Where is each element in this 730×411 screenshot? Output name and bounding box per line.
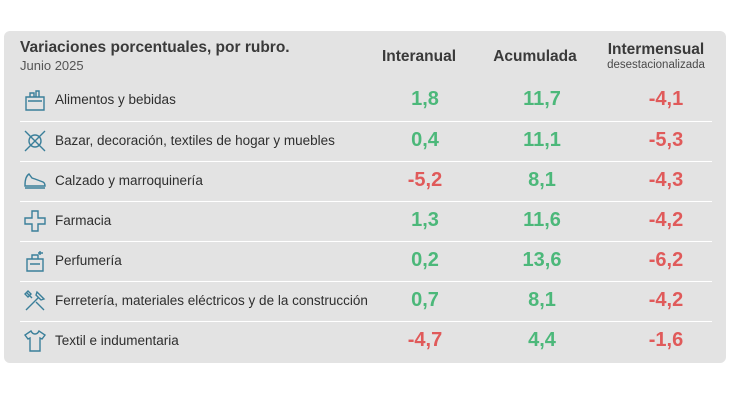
table-row: Bazar, decoración, textiles de hogar y m…: [20, 121, 712, 161]
value-intermensual: -5,3: [648, 129, 684, 151]
table-row: Alimentos y bebidas 1,8 11,7 -4,1: [20, 81, 712, 120]
tools-icon: [22, 288, 48, 314]
row-label: Calzado y marroquinería: [55, 173, 203, 188]
value-acumulada: 11,1: [523, 129, 561, 151]
value-interanual: 1,8: [411, 88, 439, 110]
value-acumulada: 4,4: [528, 329, 556, 351]
value-intermensual: -6,2: [648, 249, 684, 271]
value-interanual: -5,2: [407, 169, 443, 191]
col-header-interanual: Interanual: [381, 48, 457, 65]
value-intermensual: -4,1: [648, 88, 684, 110]
value-acumulada: 11,6: [523, 209, 561, 231]
value-acumulada: 13,6: [522, 249, 562, 271]
value-acumulada: 11,7: [523, 88, 561, 110]
home-decor-icon: [22, 128, 48, 154]
value-intermensual: -4,2: [648, 289, 684, 311]
table-title: Variaciones porcentuales, por rubro.: [20, 39, 290, 56]
row-label: Bazar, decoración, textiles de hogar y m…: [55, 133, 335, 148]
table-row: Perfumería 0,2 13,6 -6,2: [20, 241, 712, 281]
col-header-acumulada: Acumulada: [493, 48, 577, 65]
row-label: Ferretería, materiales eléctricos y de l…: [55, 293, 368, 308]
value-interanual: -4,7: [407, 329, 443, 351]
table-row: Farmacia 1,3 11,6 -4,2: [20, 201, 712, 241]
value-interanual: 1,3: [411, 209, 439, 231]
table-row: Calzado y marroquinería -5,2 8,1 -4,3: [20, 161, 712, 201]
perfume-icon: [22, 248, 48, 274]
table-row: Ferretería, materiales eléctricos y de l…: [20, 281, 712, 321]
value-intermensual: -4,3: [648, 169, 684, 191]
row-label: Textil e indumentaria: [55, 333, 179, 348]
pharmacy-cross-icon: [22, 208, 48, 234]
grocery-bag-icon: [22, 87, 48, 113]
value-interanual: 0,2: [411, 249, 439, 271]
shirt-icon: [22, 328, 48, 354]
row-label: Alimentos y bebidas: [55, 92, 176, 107]
value-interanual: 0,7: [411, 289, 439, 311]
table-card: Variaciones porcentuales, por rubro. Jun…: [4, 31, 726, 363]
value-intermensual: -1,6: [648, 329, 684, 351]
value-acumulada: 8,1: [528, 289, 556, 311]
col-header-intermensual-sub: desestacionalizada: [607, 59, 705, 71]
value-intermensual: -4,2: [648, 209, 684, 231]
value-acumulada: 8,1: [528, 169, 556, 191]
shoe-icon: [22, 168, 48, 194]
value-interanual: 0,4: [411, 129, 439, 151]
table-row: Textil e indumentaria -4,7 4,4 -1,6: [20, 321, 712, 361]
row-label: Perfumería: [55, 253, 122, 268]
row-label: Farmacia: [55, 213, 112, 228]
table-subtitle: Junio 2025: [20, 58, 84, 73]
col-header-intermensual: Intermensual: [607, 41, 705, 58]
